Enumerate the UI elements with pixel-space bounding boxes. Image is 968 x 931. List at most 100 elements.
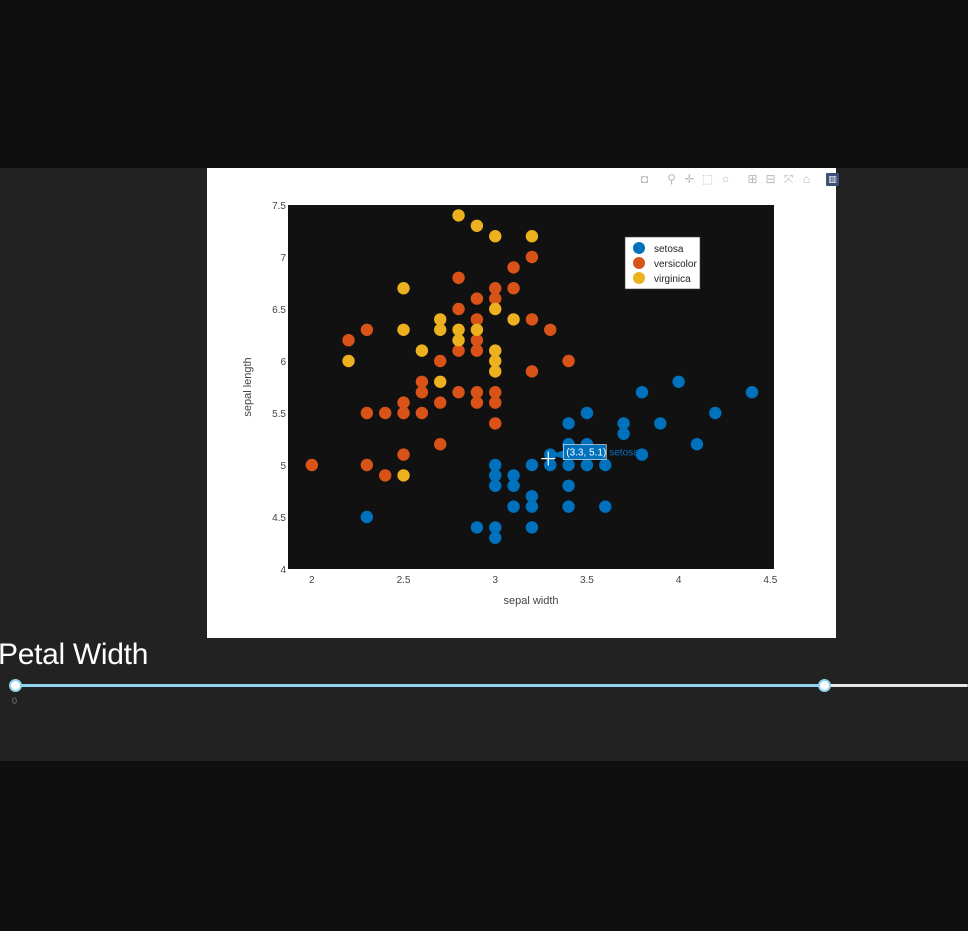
data-point-versicolor[interactable] — [470, 386, 484, 399]
data-point-versicolor[interactable] — [489, 292, 502, 305]
camera-icon[interactable]: ◘ — [640, 171, 649, 186]
data-point-setosa[interactable] — [470, 521, 484, 534]
data-point-setosa[interactable] — [489, 458, 502, 472]
data-point-virginica[interactable] — [525, 230, 539, 243]
data-point-virginica[interactable] — [470, 323, 484, 336]
reset-axes-icon[interactable]: ⌂ — [802, 171, 811, 186]
data-point-versicolor[interactable] — [452, 386, 465, 399]
data-point-versicolor[interactable] — [434, 396, 447, 409]
data-point-versicolor[interactable] — [360, 323, 374, 336]
data-point-versicolor[interactable] — [470, 313, 484, 326]
zoom-icon[interactable]: ⚲ — [667, 171, 676, 186]
legend-label-versicolor[interactable]: versicolor — [654, 259, 697, 270]
data-point-setosa[interactable] — [562, 479, 575, 492]
data-point-setosa[interactable] — [599, 500, 612, 513]
zoom-out-icon[interactable]: ⊟ — [765, 171, 776, 186]
data-point-versicolor[interactable] — [452, 344, 465, 357]
data-point-setosa[interactable] — [507, 500, 520, 513]
plotly-logo-icon[interactable]: ▥ — [826, 172, 839, 186]
scatter-figure[interactable]: 2 2.5 3 3.5 4 4.5 4 4.5 5 5.5 6 6.5 7 7.5 sepal width s… — [207, 168, 839, 638]
data-point-versicolor[interactable] — [489, 417, 502, 430]
data-point-setosa[interactable] — [544, 458, 557, 472]
data-point-versicolor[interactable] — [379, 406, 392, 420]
data-point-setosa[interactable] — [580, 406, 594, 420]
data-point-versicolor[interactable] — [415, 386, 429, 399]
data-point-virginica[interactable] — [470, 219, 484, 232]
data-point-setosa[interactable] — [525, 458, 539, 472]
scatter-plot[interactable]: 2 2.5 3 3.5 4 4.5 4 4.5 5 5.5 6 6.5 7 7.5 sepal width s… — [207, 168, 836, 638]
range-slider-rail[interactable] — [15, 684, 968, 687]
data-point-virginica[interactable] — [397, 323, 410, 336]
data-point-virginica[interactable] — [434, 313, 447, 326]
data-point-versicolor[interactable] — [342, 334, 355, 347]
data-point-virginica[interactable] — [489, 302, 502, 316]
legend-label-virginica[interactable]: virginica — [654, 274, 691, 285]
legend-label-setosa[interactable]: setosa — [654, 244, 684, 255]
data-point-versicolor[interactable] — [525, 250, 539, 264]
data-point-versicolor[interactable] — [360, 406, 374, 420]
data-point-versicolor[interactable] — [544, 323, 557, 336]
data-point-virginica[interactable] — [434, 323, 447, 336]
data-point-versicolor[interactable] — [397, 448, 410, 461]
range-slider-handle-high[interactable] — [818, 679, 832, 692]
data-point-setosa[interactable] — [745, 386, 759, 399]
data-point-virginica[interactable] — [434, 375, 447, 388]
range-slider-track[interactable] — [15, 684, 825, 687]
data-point-setosa[interactable] — [489, 469, 502, 482]
pan-icon[interactable]: ✛ — [684, 171, 695, 186]
data-point-versicolor[interactable] — [562, 354, 575, 368]
data-point-versicolor[interactable] — [434, 354, 447, 368]
data-point-versicolor[interactable] — [525, 365, 539, 378]
data-point-versicolor[interactable] — [470, 292, 484, 305]
data-point-versicolor[interactable] — [470, 396, 484, 409]
data-point-setosa[interactable] — [562, 417, 575, 430]
data-point-setosa[interactable] — [672, 375, 685, 388]
data-point-versicolor[interactable] — [452, 302, 465, 316]
zoom-in-icon[interactable]: ⊞ — [747, 171, 758, 186]
data-point-virginica[interactable] — [489, 230, 502, 243]
data-point-versicolor[interactable] — [507, 282, 520, 295]
data-point-versicolor[interactable] — [489, 282, 502, 295]
data-point-virginica[interactable] — [397, 282, 410, 295]
data-point-setosa[interactable] — [544, 448, 557, 461]
data-point-setosa[interactable] — [635, 386, 649, 399]
data-point-setosa[interactable] — [525, 521, 539, 534]
data-point-setosa[interactable] — [562, 458, 575, 472]
data-point-versicolor[interactable] — [397, 406, 410, 420]
data-point-versicolor[interactable] — [470, 344, 484, 357]
lasso-icon[interactable]: ○ — [721, 171, 730, 186]
data-point-virginica[interactable] — [415, 344, 429, 357]
data-point-setosa[interactable] — [507, 479, 520, 492]
data-point-setosa[interactable] — [617, 427, 630, 440]
data-point-setosa[interactable] — [507, 469, 520, 482]
data-point-virginica[interactable] — [452, 323, 465, 336]
data-point-versicolor[interactable] — [452, 271, 465, 284]
data-point-versicolor[interactable] — [525, 313, 539, 326]
data-point-virginica[interactable] — [489, 344, 502, 357]
data-point-versicolor[interactable] — [415, 406, 429, 420]
data-point-setosa[interactable] — [599, 458, 612, 472]
data-point-setosa[interactable] — [489, 479, 502, 492]
box-select-icon[interactable]: ⬚ — [701, 171, 714, 186]
data-point-virginica[interactable] — [489, 365, 502, 378]
data-point-setosa[interactable] — [525, 500, 539, 513]
data-point-setosa[interactable] — [617, 417, 630, 430]
data-point-setosa[interactable] — [635, 448, 649, 461]
data-point-setosa[interactable] — [709, 406, 722, 420]
data-point-versicolor[interactable] — [305, 458, 319, 472]
data-point-versicolor[interactable] — [397, 396, 410, 409]
data-point-setosa[interactable] — [562, 500, 575, 513]
data-point-setosa[interactable] — [489, 531, 502, 544]
data-point-versicolor[interactable] — [379, 469, 392, 482]
data-point-virginica[interactable] — [397, 469, 410, 482]
legend-swatch-virginica[interactable] — [633, 272, 645, 284]
data-point-versicolor[interactable] — [489, 386, 502, 399]
legend-swatch-setosa[interactable] — [633, 242, 645, 254]
legend-swatch-versicolor[interactable] — [633, 257, 645, 269]
data-point-versicolor[interactable] — [489, 396, 502, 409]
data-point-versicolor[interactable] — [434, 438, 447, 451]
data-point-setosa[interactable] — [654, 417, 667, 430]
data-point-setosa[interactable] — [489, 521, 502, 534]
data-point-versicolor[interactable] — [470, 334, 484, 347]
data-point-versicolor[interactable] — [507, 261, 520, 274]
